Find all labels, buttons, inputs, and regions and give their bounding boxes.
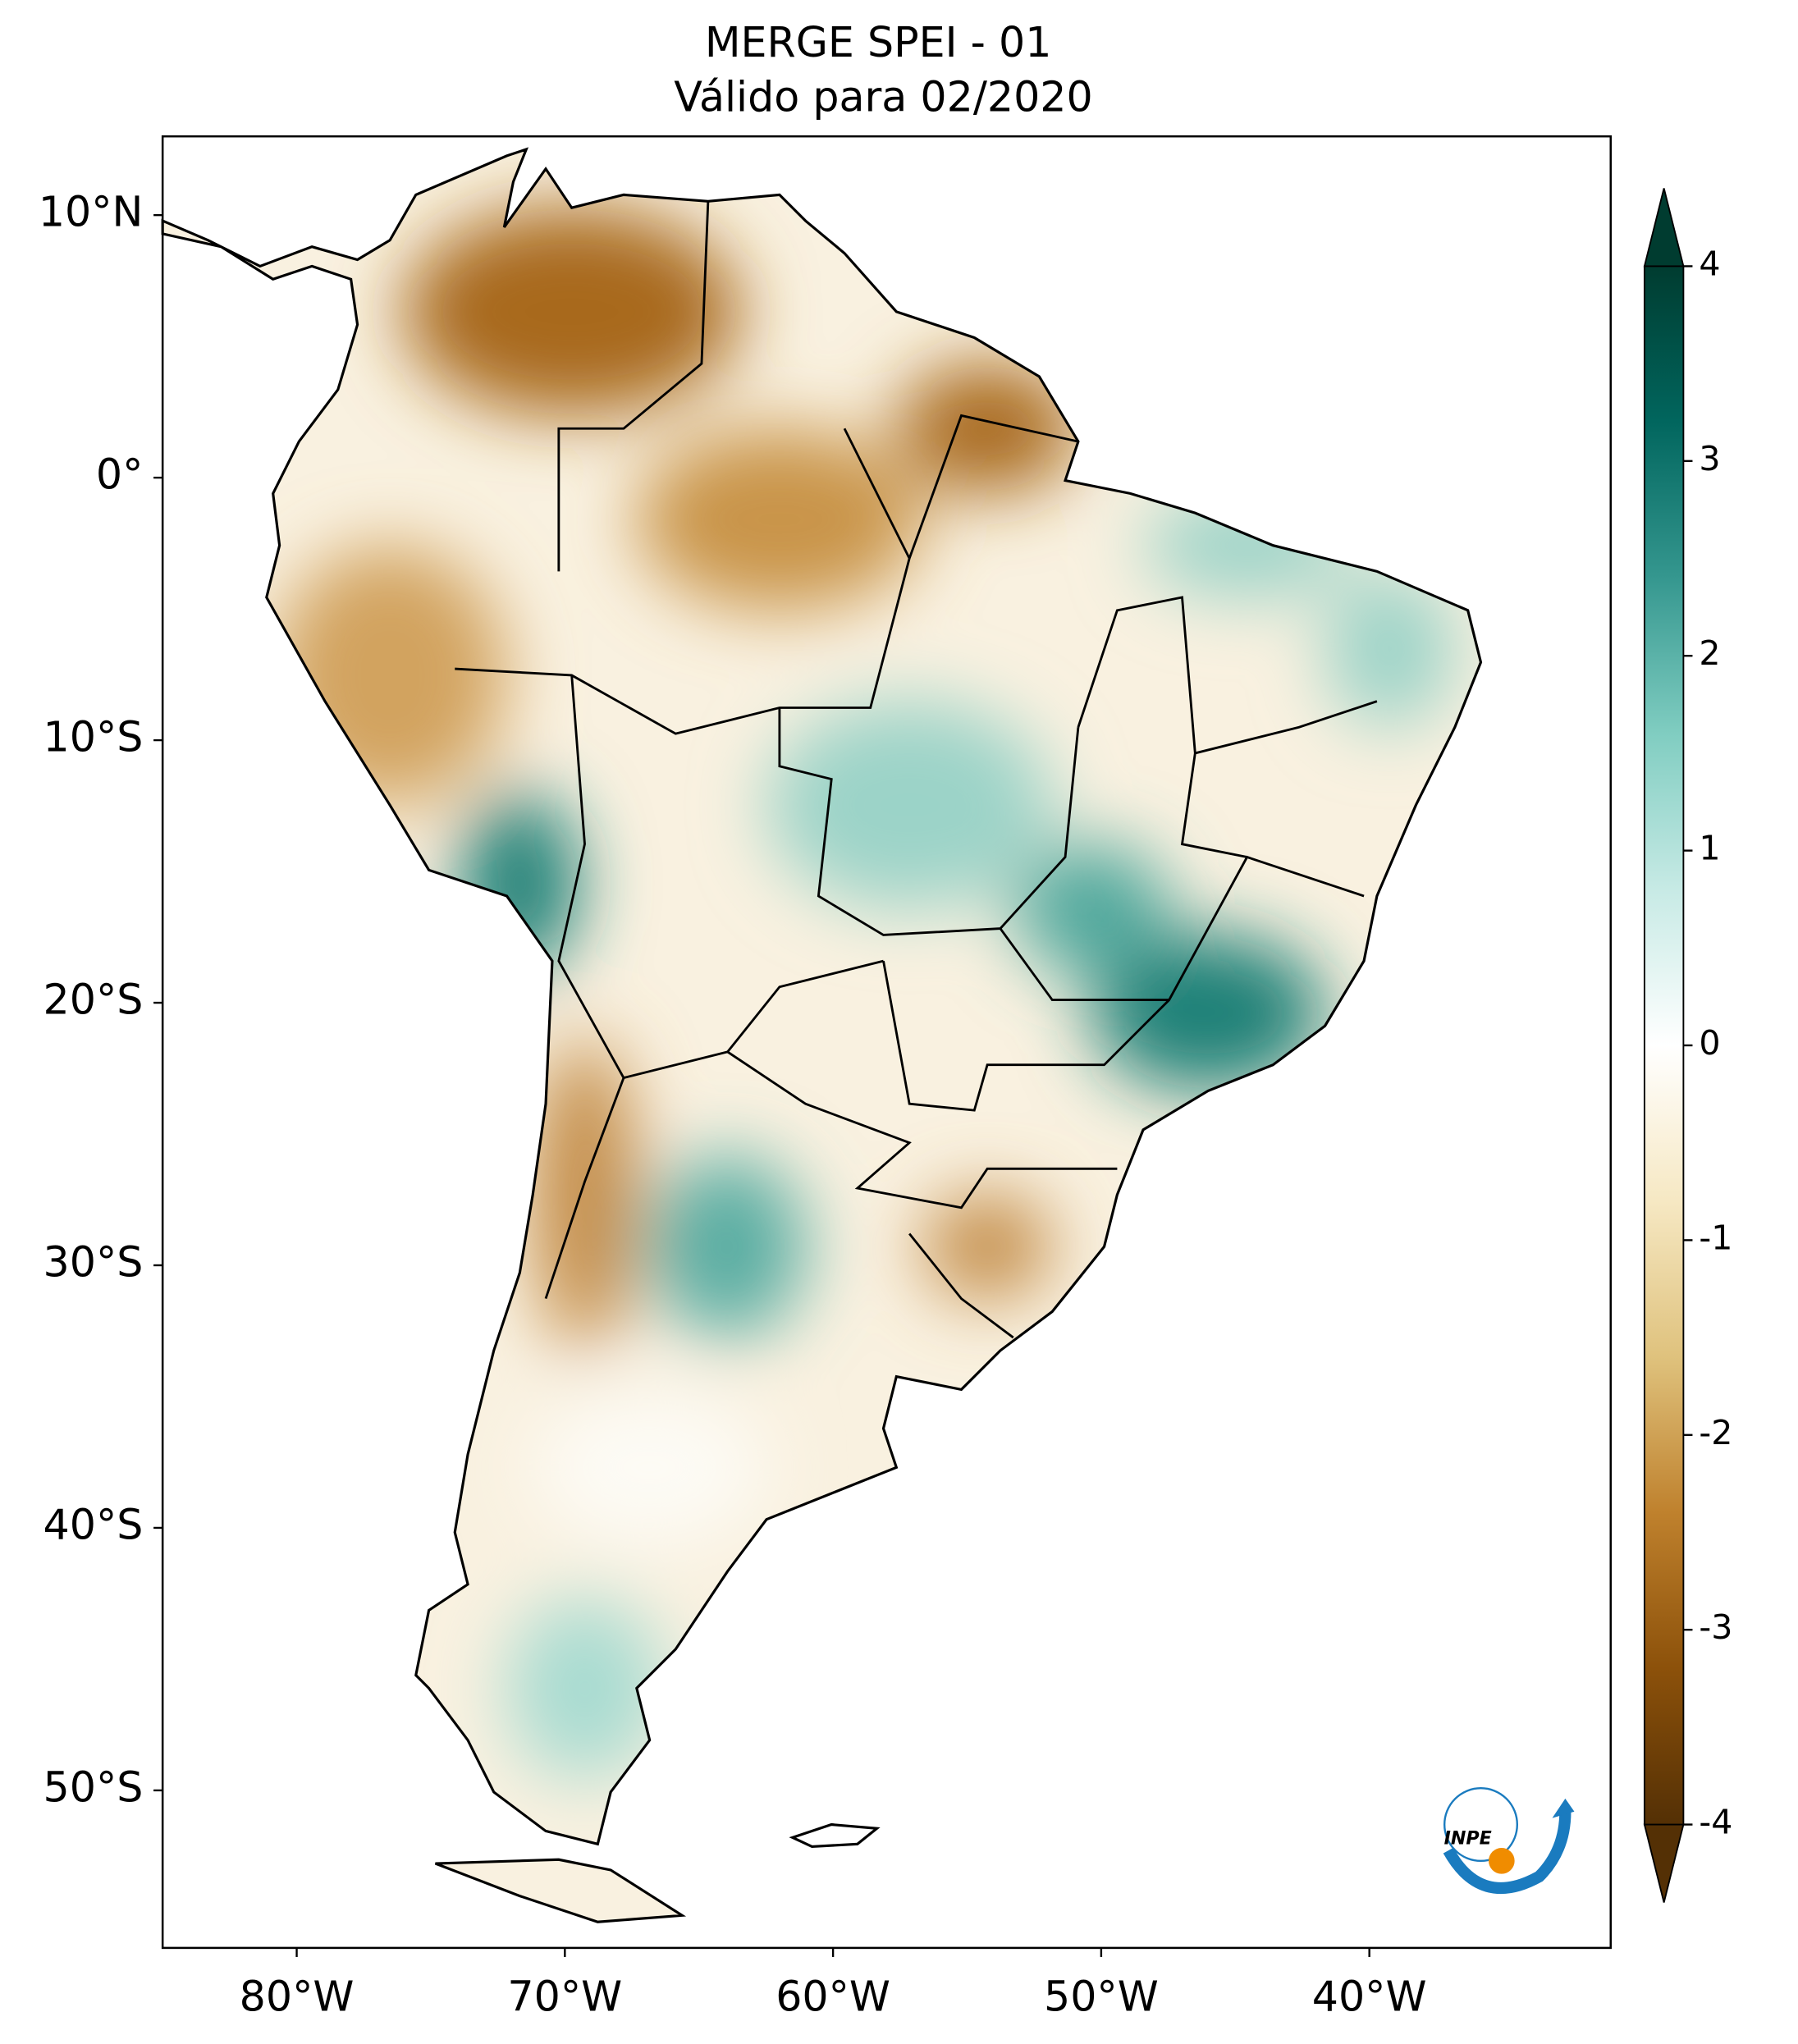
colorbar-tick-label: 1 — [1699, 829, 1720, 868]
colorbar-tick-label: 3 — [1699, 439, 1720, 478]
title: MERGE SPEI - 01 — [705, 18, 1052, 66]
inpe-logo: INPE — [1443, 1787, 1575, 1895]
subtitle: Válido para 02/2020 — [674, 72, 1092, 121]
y-tick-label: 0° — [96, 450, 144, 499]
y-tick-label: 10°S — [43, 713, 144, 761]
y-tick-label: 30°S — [43, 1237, 144, 1286]
y-tick-label: 40°S — [43, 1500, 144, 1548]
colorbar-extend-top — [1643, 188, 1685, 268]
colorbar-tick-label: -2 — [1699, 1413, 1732, 1452]
colorbar — [1643, 265, 1685, 1826]
colorbar-tick-label: -3 — [1699, 1607, 1732, 1647]
x-tick-label: 60°W — [775, 1973, 890, 2021]
colorbar-tick-label: 4 — [1699, 244, 1720, 283]
map-frame — [161, 135, 1613, 1950]
x-tick-label: 70°W — [507, 1973, 622, 2021]
spei-field — [162, 149, 1481, 1923]
y-tick-label: 20°S — [43, 976, 144, 1024]
coastline — [161, 147, 1483, 1923]
colorbar-tick-label: -4 — [1699, 1803, 1732, 1842]
logo-text: INPE — [1444, 1827, 1492, 1849]
y-tick-label: 50°S — [43, 1763, 144, 1811]
colorbar-tick-label: 0 — [1699, 1023, 1720, 1063]
colorbar-extend-bottom — [1643, 1823, 1685, 1903]
x-tick-label: 50°W — [1044, 1973, 1159, 2021]
colorbar-tick-label: -1 — [1699, 1218, 1732, 1257]
y-tick-label: 10°N — [39, 188, 144, 236]
colorbar-tick-label: 2 — [1699, 633, 1720, 673]
x-tick-label: 40°W — [1312, 1973, 1427, 2021]
borders — [455, 201, 1378, 1339]
x-tick-label: 80°W — [240, 1973, 355, 2021]
